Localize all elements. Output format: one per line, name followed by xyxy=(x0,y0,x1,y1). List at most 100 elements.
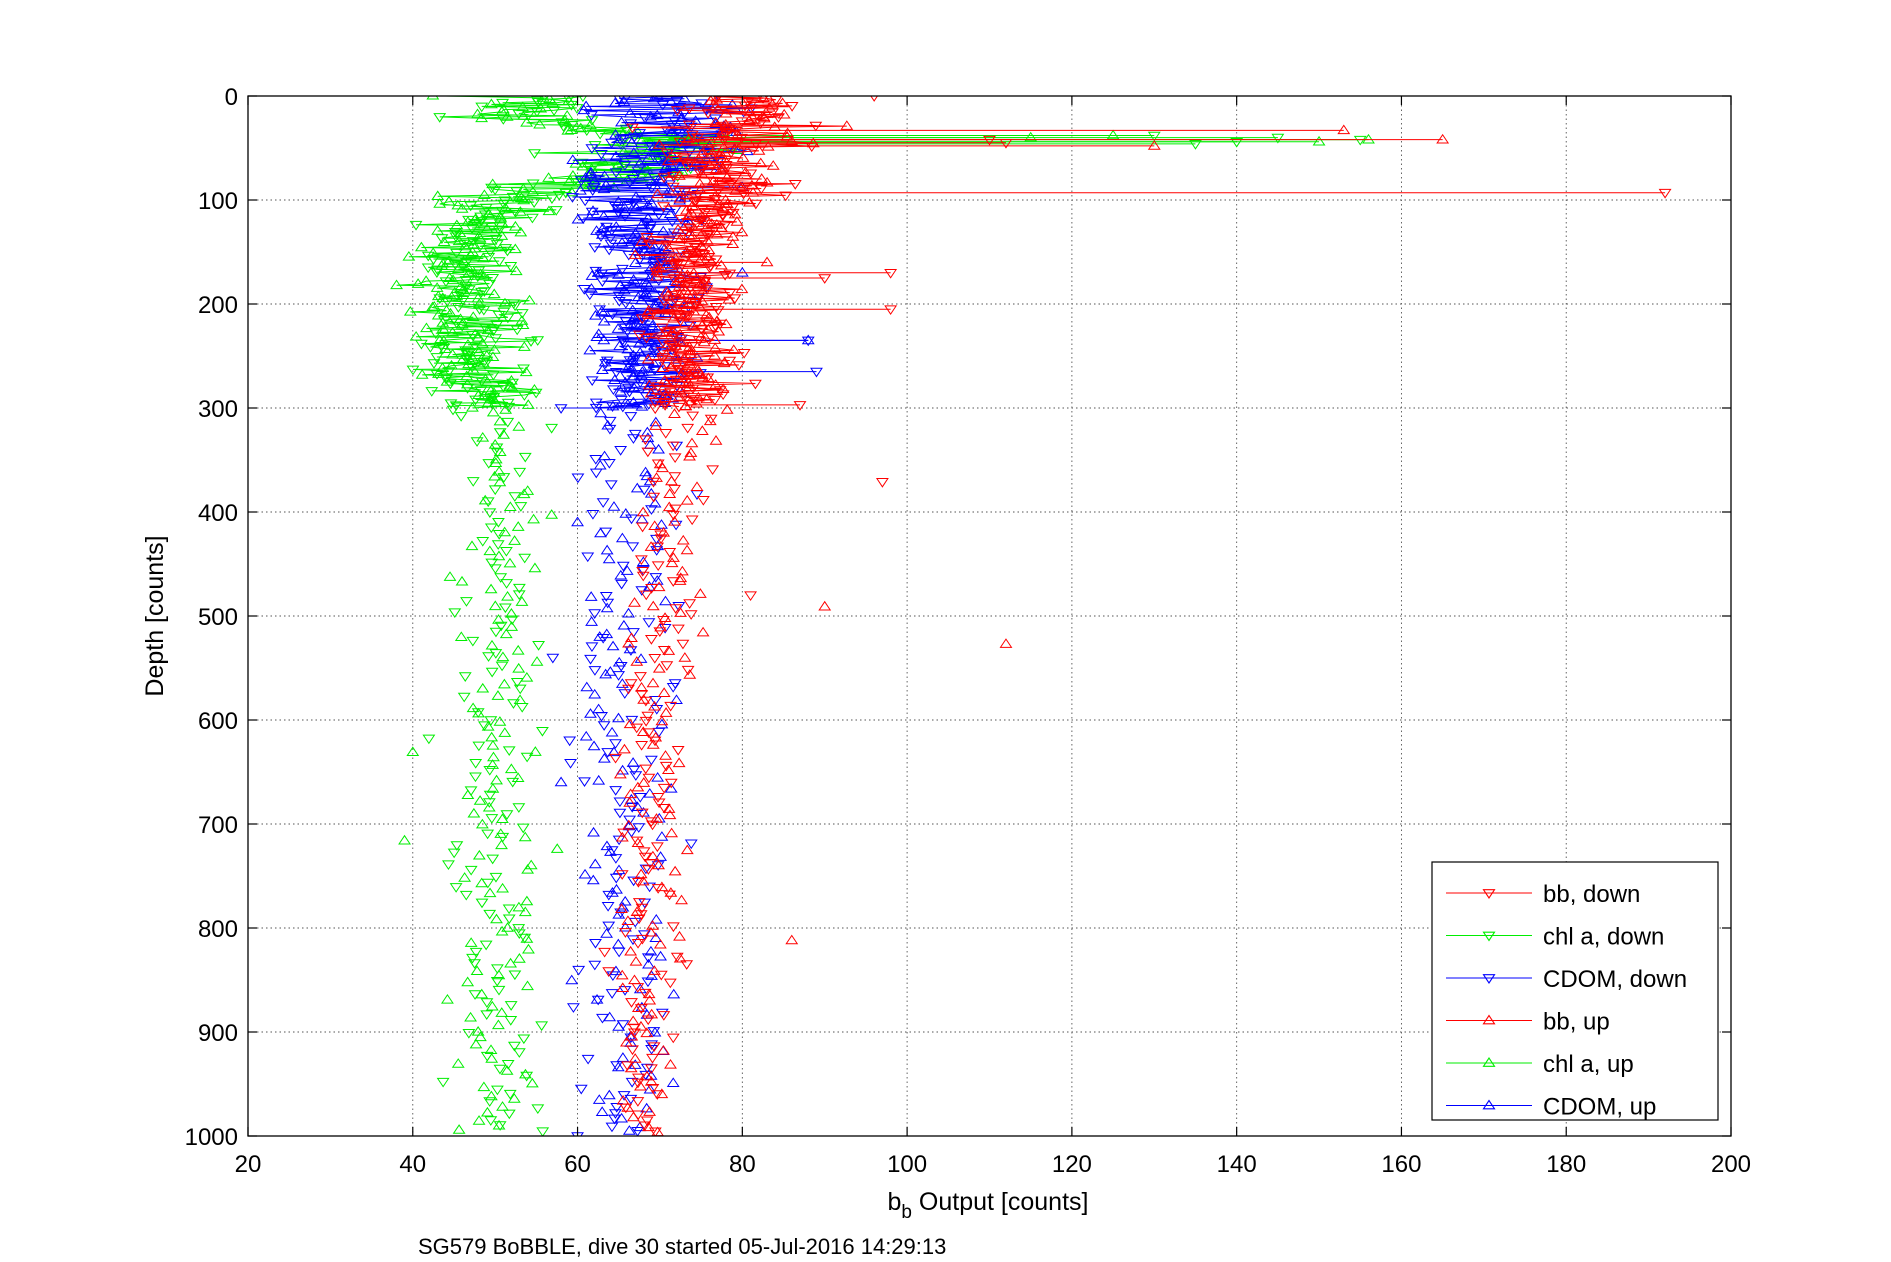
data-point xyxy=(479,940,493,951)
data-point xyxy=(732,142,746,153)
data-point xyxy=(606,400,620,411)
data-point xyxy=(448,286,462,297)
data-point xyxy=(645,1040,659,1050)
data-point xyxy=(517,364,530,375)
data-point xyxy=(466,636,480,647)
data-point xyxy=(690,397,703,408)
data-point xyxy=(644,945,658,956)
data-point xyxy=(523,294,536,305)
legend-marker xyxy=(1482,931,1496,942)
data-point xyxy=(415,369,429,379)
series-cdom-up xyxy=(554,96,815,1135)
data-point xyxy=(629,201,643,212)
data-point xyxy=(588,688,602,699)
data-point xyxy=(618,161,632,171)
data-point xyxy=(675,337,689,347)
data-point xyxy=(760,176,774,187)
data-point xyxy=(737,348,751,359)
data-point xyxy=(618,743,631,754)
legend-marker xyxy=(1482,1014,1496,1025)
data-point xyxy=(785,135,798,146)
data-point xyxy=(659,707,673,717)
data-point xyxy=(661,301,675,311)
data-point xyxy=(486,759,500,769)
legend-marker xyxy=(1482,1099,1496,1110)
data-point xyxy=(495,813,509,824)
data-point xyxy=(481,829,495,840)
data-point xyxy=(472,741,486,752)
data-point xyxy=(663,809,677,820)
data-point-outlier xyxy=(793,401,807,411)
data-point xyxy=(700,235,714,245)
data-point xyxy=(627,274,641,284)
data-point xyxy=(484,716,498,726)
data-point xyxy=(642,1121,655,1132)
data-point xyxy=(644,387,658,398)
data-point xyxy=(566,154,580,165)
data-point xyxy=(631,837,645,847)
data-point xyxy=(692,366,706,376)
data-point xyxy=(581,552,595,563)
data-point xyxy=(650,109,664,120)
data-point xyxy=(620,326,634,337)
data-point xyxy=(414,241,428,252)
data-point xyxy=(610,883,623,894)
data-point xyxy=(638,852,652,863)
data-point xyxy=(612,208,626,219)
data-point xyxy=(455,575,469,586)
data-point xyxy=(461,789,475,800)
data-point xyxy=(620,565,634,575)
data-point xyxy=(710,219,724,229)
data-point xyxy=(589,938,602,949)
data-point xyxy=(630,906,644,917)
data-point xyxy=(409,330,423,341)
data-point xyxy=(608,374,622,385)
data-point xyxy=(600,840,614,851)
data-point xyxy=(624,412,638,422)
data-point xyxy=(671,624,685,635)
data-point xyxy=(586,509,600,520)
data-point xyxy=(622,360,636,371)
data-point xyxy=(675,112,688,123)
data-point xyxy=(506,777,520,788)
data-point xyxy=(736,152,750,162)
data-point xyxy=(652,727,666,738)
data-point xyxy=(528,383,541,394)
data-point xyxy=(716,390,730,401)
data-point xyxy=(640,1070,654,1081)
data-point xyxy=(683,292,697,302)
data-point xyxy=(659,285,673,296)
data-point xyxy=(495,661,509,672)
data-point xyxy=(521,980,534,991)
data-point xyxy=(609,739,622,749)
data-point xyxy=(739,166,752,177)
data-point xyxy=(515,315,529,325)
data-point xyxy=(651,771,665,782)
data-point xyxy=(733,181,747,192)
data-point xyxy=(564,758,577,769)
data-point xyxy=(622,684,635,695)
data-point xyxy=(499,404,513,414)
data-point xyxy=(654,851,668,861)
data-point xyxy=(687,247,701,258)
data-point xyxy=(585,642,599,652)
data-point xyxy=(474,268,488,278)
data-point xyxy=(676,368,690,378)
data-point-outlier xyxy=(810,367,823,378)
data-point xyxy=(634,1080,647,1091)
data-point xyxy=(436,292,450,303)
data-point xyxy=(629,191,643,201)
data-point xyxy=(683,355,697,366)
x-tick-label: 200 xyxy=(1711,1151,1751,1178)
data-point xyxy=(519,366,533,377)
data-point xyxy=(658,401,672,411)
data-point xyxy=(620,1036,633,1047)
data-point xyxy=(629,317,643,328)
data-point xyxy=(622,637,635,648)
data-point-outlier xyxy=(1271,133,1285,144)
data-point xyxy=(585,283,598,293)
data-point xyxy=(492,1119,506,1130)
data-point xyxy=(626,349,640,360)
data-point xyxy=(708,321,722,332)
data-point xyxy=(492,257,506,267)
